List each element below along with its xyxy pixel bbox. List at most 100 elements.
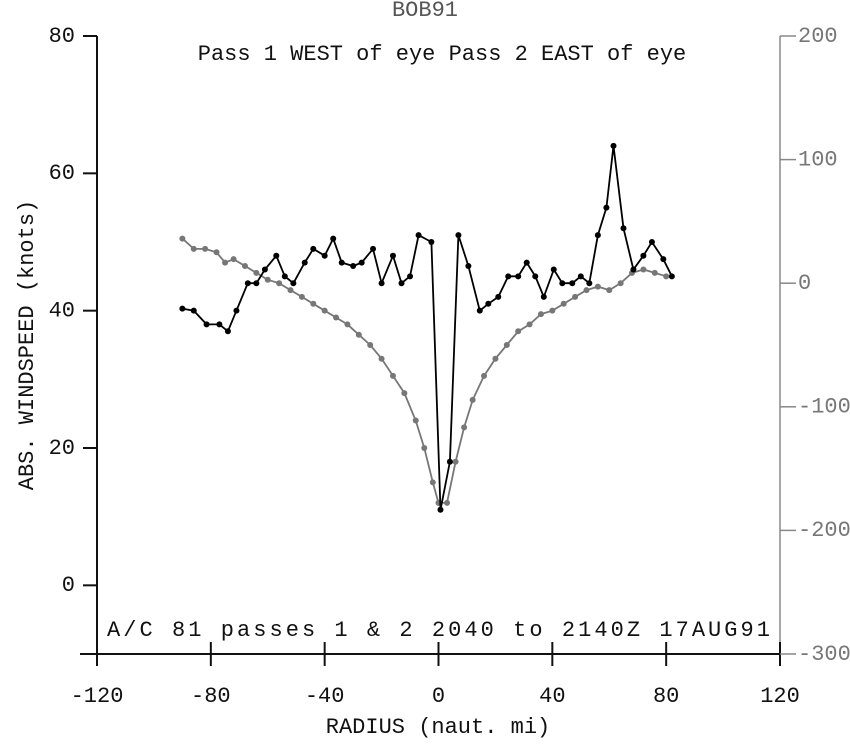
x-tick-label: -40 [305, 684, 345, 709]
data-point [572, 293, 579, 300]
data-point [264, 276, 271, 283]
data-point [583, 287, 590, 294]
data-point [261, 266, 268, 273]
data-point [452, 458, 459, 465]
data-point [505, 273, 512, 280]
data-point [344, 321, 351, 328]
data-point [606, 287, 613, 294]
data-point [407, 273, 414, 280]
data-point [281, 273, 288, 280]
data-point [378, 355, 385, 362]
data-point [428, 239, 435, 245]
data-point [503, 342, 510, 348]
data-point [330, 235, 337, 242]
data-point [586, 280, 593, 287]
data-point [287, 287, 294, 294]
data-point [429, 479, 436, 486]
data-point [461, 424, 468, 431]
data-point [367, 342, 374, 348]
data-point [526, 321, 533, 328]
data-point [179, 235, 186, 242]
data-point [389, 372, 396, 379]
data-point [651, 269, 658, 276]
data-point [476, 307, 483, 314]
data-point [321, 307, 328, 314]
data-point [515, 328, 522, 335]
data-point [310, 300, 317, 307]
legend-entry: Pass 2 EAST of eye [449, 42, 687, 67]
data-point [350, 263, 357, 270]
x-tick-label: -120 [71, 684, 124, 709]
data-point [640, 266, 647, 273]
data-point [213, 249, 220, 256]
data-point [560, 300, 567, 307]
y-tick-label: 60 [49, 161, 75, 186]
data-point [241, 263, 248, 270]
data-point [179, 305, 186, 312]
data-point [668, 273, 675, 280]
data-point [230, 256, 237, 263]
data-point [290, 280, 297, 287]
data-point [202, 245, 209, 252]
data-point [222, 259, 229, 266]
data-point [603, 204, 610, 211]
data-point [559, 280, 566, 287]
data-point [620, 225, 627, 232]
data-point [617, 280, 624, 287]
data-point [370, 245, 377, 252]
data-point [610, 142, 617, 149]
y2-tick-label: -200 [798, 518, 850, 543]
data-point [301, 259, 308, 266]
series-line [181, 237, 667, 504]
data-point [594, 232, 601, 239]
data-point [540, 293, 547, 300]
data-point [273, 252, 280, 259]
data-point [216, 321, 223, 328]
data-point [378, 280, 385, 287]
data-point [550, 266, 557, 273]
data-point [389, 252, 396, 259]
data-point [446, 458, 453, 465]
y2-tick-label: 100 [798, 147, 838, 172]
x-tick-label: 0 [432, 684, 445, 709]
data-point [492, 355, 499, 362]
data-point [412, 417, 419, 424]
y2-tick-label: -100 [798, 395, 850, 420]
data-point [333, 314, 340, 321]
data-point [276, 280, 283, 287]
data-point [569, 280, 576, 287]
y-tick-label: 40 [49, 298, 75, 323]
annotation: A/C 81 passes 1 & 2 2040 to 2140Z 17AUG9… [107, 618, 770, 643]
data-point [469, 396, 476, 403]
data-point [401, 390, 408, 397]
legend-entry: Pass 1 WEST of eye [198, 42, 436, 67]
data-point [523, 259, 530, 266]
data-point [465, 263, 472, 270]
data-point [338, 259, 345, 266]
y2-tick-label: 200 [798, 24, 838, 49]
data-point [415, 232, 422, 239]
data-point [485, 300, 492, 307]
data-point [203, 321, 210, 328]
data-point [398, 280, 405, 287]
subtitle: Pass 1 WEST of eye Pass 2 EAST of eye [198, 42, 686, 67]
chart-title: BOB91 [392, 0, 458, 23]
x-tick-label: 80 [653, 684, 679, 709]
data-point [495, 293, 502, 300]
data-point [640, 252, 647, 259]
data-point [577, 273, 584, 280]
data-point [233, 307, 240, 314]
data-point [515, 273, 522, 280]
x-tick-label: 120 [760, 684, 800, 709]
data-point [190, 307, 197, 314]
data-point [437, 506, 444, 513]
data-point [648, 239, 655, 245]
data-point [630, 266, 637, 273]
data-point [444, 499, 451, 506]
data-point [355, 331, 362, 338]
data-point [421, 445, 428, 451]
data-point [321, 252, 328, 259]
y-tick-label: 20 [49, 436, 75, 461]
y-axis-label: ABS. WINDSPEED (knots) [15, 200, 40, 490]
